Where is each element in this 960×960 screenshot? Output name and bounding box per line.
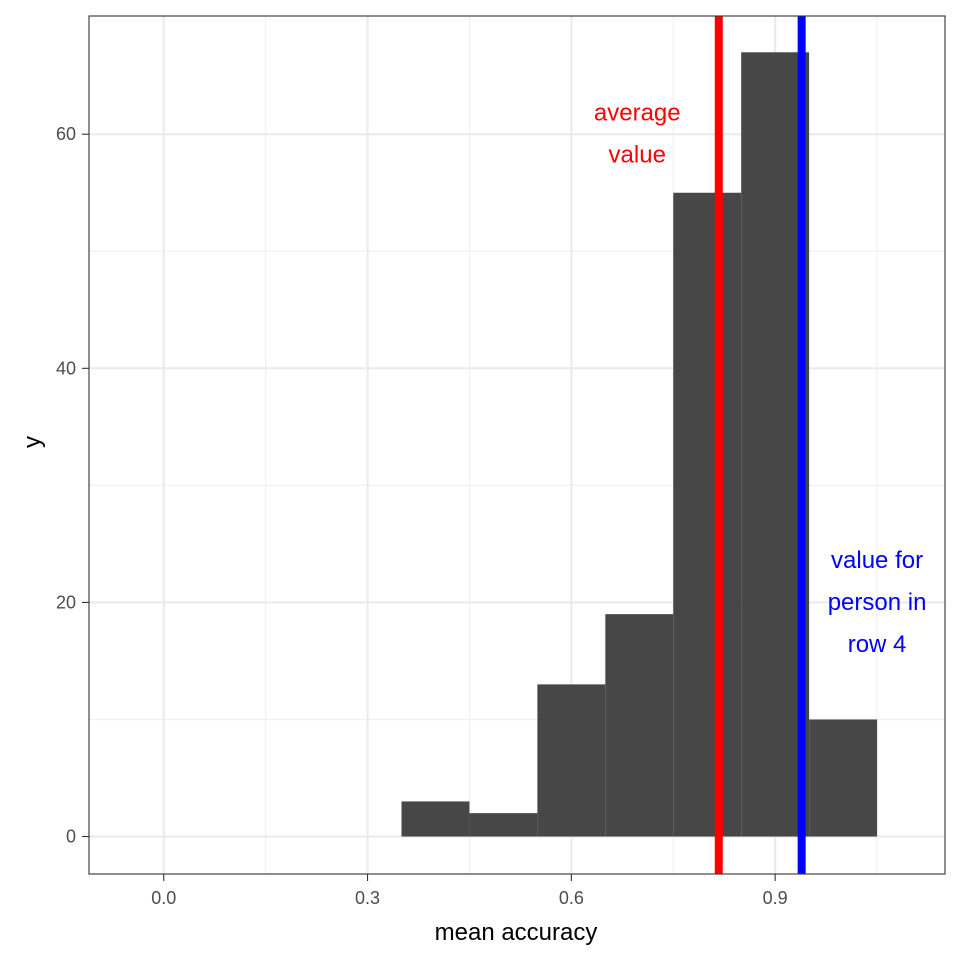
histogram-bar <box>605 614 674 837</box>
histogram-bar <box>469 813 538 837</box>
annotation-text: value for <box>831 547 923 574</box>
y-tick-label: 60 <box>56 124 76 144</box>
reference-lines <box>714 16 806 874</box>
y-tick-label: 20 <box>56 592 76 612</box>
y-axis-ticks: 0 20 40 60 <box>56 124 89 847</box>
annotations: average value value for person in row 4 <box>594 100 927 658</box>
panel-border <box>88 15 946 875</box>
x-tick-label: 0.0 <box>151 888 176 908</box>
histogram-bars <box>401 52 878 837</box>
x-tick-label: 0.6 <box>559 888 584 908</box>
x-tick-label: 0.3 <box>355 888 380 908</box>
x-tick-label: 0.9 <box>763 888 788 908</box>
histogram-bar <box>673 192 742 837</box>
histogram-bar <box>809 719 878 837</box>
annotation-text: row 4 <box>848 631 907 658</box>
x-axis-ticks: 0.0 0.3 0.6 0.9 <box>151 874 788 908</box>
annotation-text: person in <box>828 589 927 616</box>
annotation-text: average <box>594 100 681 127</box>
x-axis-title: mean accuracy <box>435 919 598 946</box>
y-tick-label: 40 <box>56 358 76 378</box>
histogram-bar <box>537 684 606 837</box>
histogram-bar <box>401 801 470 837</box>
y-axis-title: y <box>19 436 46 448</box>
y-tick-label: 0 <box>66 827 76 847</box>
annotation-text: value <box>609 142 666 169</box>
